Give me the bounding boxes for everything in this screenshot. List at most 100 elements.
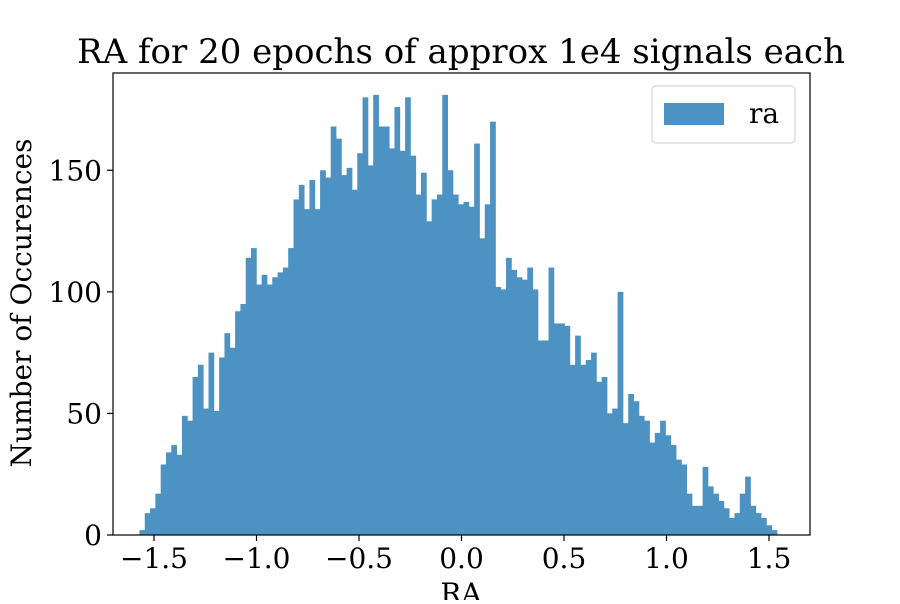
histogram-bar (272, 277, 278, 535)
histogram-bar (761, 517, 767, 535)
histogram-bar (166, 452, 172, 535)
histogram-bar (484, 204, 491, 535)
histogram-bar (383, 126, 390, 535)
histogram-bar (569, 364, 576, 535)
histogram-bar (213, 410, 220, 535)
histogram-bar (633, 401, 640, 535)
histogram-bar (543, 340, 549, 535)
histogram-bar (282, 267, 289, 535)
histogram-bar (511, 269, 518, 535)
x-tick-label: −1.5 (120, 542, 188, 575)
histogram-bar (426, 221, 433, 536)
histogram-bar (320, 170, 326, 535)
histogram-bar (357, 153, 363, 535)
histogram-bar (612, 408, 619, 535)
histogram-bar (155, 493, 162, 535)
histogram-bar (181, 415, 188, 535)
histogram-bar (575, 335, 581, 535)
histogram-bar (585, 359, 592, 535)
y-tick-label: 100 (49, 276, 102, 309)
histogram-bar (309, 179, 316, 535)
histogram-bar (713, 493, 719, 535)
histogram-bar (410, 155, 417, 535)
histogram-bar (638, 415, 645, 535)
histogram-bar (144, 513, 151, 535)
histogram-bar (739, 493, 746, 535)
histogram-bar (240, 304, 247, 535)
histogram-bar (341, 175, 348, 535)
histogram-bar (187, 420, 193, 535)
histogram-bar (479, 238, 486, 536)
histogram-bar (644, 420, 650, 535)
histogram-bar (686, 493, 693, 535)
histogram-bar (670, 445, 677, 535)
histogram-bar (421, 172, 427, 535)
histogram-bar (139, 530, 146, 535)
y-axis-ticks: 0 50 100 150 (49, 154, 113, 552)
histogram-bar (665, 435, 672, 535)
histogram-bar (654, 432, 661, 535)
histogram-bar (660, 420, 666, 535)
histogram-bar (521, 279, 528, 535)
histogram-bar (197, 364, 204, 535)
histogram-bar (601, 376, 608, 535)
histogram-bar (192, 376, 199, 535)
histogram-bar (336, 138, 342, 535)
histogram-bar (405, 97, 411, 535)
x-tick-label: −0.5 (325, 542, 393, 575)
histogram-bar (495, 286, 502, 535)
histogram-bar (442, 94, 448, 535)
histogram-bar (277, 272, 284, 535)
histogram-bar (596, 381, 603, 535)
histogram-bar (208, 352, 215, 535)
histogram-bar (564, 325, 571, 535)
histogram-bar (219, 357, 225, 535)
histogram-bar (490, 121, 496, 535)
histogram-bar (171, 445, 178, 535)
histogram-bar (245, 257, 252, 535)
x-tick-label: 0.5 (542, 542, 587, 575)
histogram-bar (288, 248, 294, 536)
histogram-bar (718, 500, 725, 535)
y-tick-label: 0 (84, 519, 102, 552)
legend: ra (651, 85, 796, 144)
histogram-bar (474, 143, 480, 535)
histogram-bar (580, 364, 587, 535)
chart-title: RA for 20 epochs of approx 1e4 signals e… (77, 32, 845, 72)
x-axis-ticks: −1.5 −1.0 −0.5 0.0 0.5 1.0 1.5 (120, 535, 791, 575)
histogram-bar (559, 323, 565, 535)
histogram-bar (378, 126, 385, 535)
histogram-bar (394, 107, 401, 535)
histogram-bar (506, 257, 512, 535)
histogram-bar (304, 209, 310, 535)
y-tick-label: 150 (49, 154, 102, 187)
histogram-bar (766, 525, 773, 535)
histogram-bar (729, 517, 735, 535)
histogram-bar (516, 277, 523, 535)
histogram-bar (436, 194, 443, 535)
histogram-bars (139, 94, 778, 536)
histogram-bar (224, 333, 231, 535)
histogram-bar (266, 284, 273, 535)
histogram-bar (176, 454, 183, 535)
histogram-bar (591, 352, 597, 535)
histogram-bar (314, 209, 321, 535)
histogram-bar (750, 505, 757, 535)
histogram-bar (723, 508, 730, 535)
x-axis-label: RA (440, 577, 482, 600)
histogram-bar (468, 206, 475, 535)
histogram-bar (548, 267, 555, 535)
x-tick-label: −1.0 (223, 542, 291, 575)
histogram-bar (649, 442, 656, 535)
histogram-bar (734, 513, 741, 535)
histogram-bar (500, 289, 507, 535)
legend-entry-ra: ra (749, 97, 779, 130)
x-tick-label: 0.0 (439, 542, 484, 575)
histogram-bar (160, 464, 167, 535)
histogram-bar (431, 199, 438, 535)
histogram-bar (532, 289, 539, 535)
histogram-bar (415, 194, 422, 535)
histogram-bar (691, 505, 698, 535)
histogram-bar (527, 267, 534, 535)
